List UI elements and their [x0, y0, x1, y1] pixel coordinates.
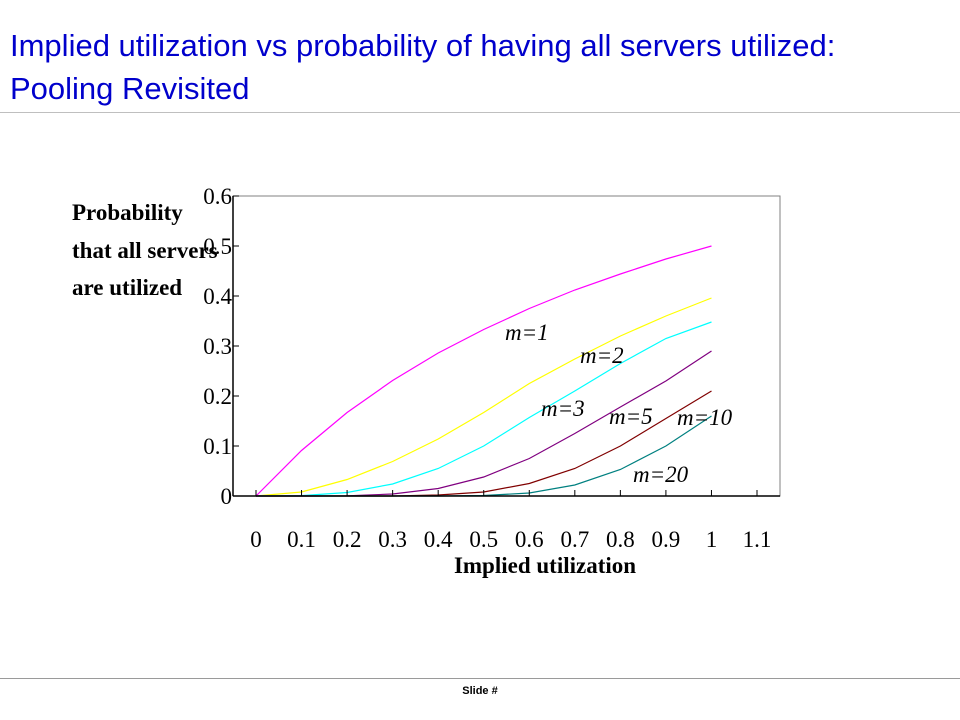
slide-number: Slide #: [462, 685, 498, 697]
x-tick-label: 0.4: [424, 527, 453, 552]
x-tick-label: 0.3: [378, 527, 407, 552]
x-axis-title: Implied utilization: [454, 553, 636, 578]
series-line-m-1: [255, 245, 712, 497]
footer-divider: [0, 678, 960, 679]
x-tick-label: 0: [250, 527, 262, 552]
plot-area: [232, 195, 781, 497]
y-tick-label: 0.5: [203, 234, 232, 259]
x-tick-label: 0.8: [606, 527, 635, 552]
series-label-m-2: m=2: [580, 343, 624, 368]
y-axis-title: Probability that all servers are utilized: [72, 200, 218, 300]
y-tick-label: 0.2: [203, 384, 232, 409]
x-tick-label: 1: [706, 527, 718, 552]
y-tick-label: 0.1: [203, 434, 232, 459]
series-line-m-3: [255, 321, 712, 497]
x-tick-label: 0.7: [560, 527, 589, 552]
x-tick-labels: 0 0.1 0.2 0.3 0.4 0.5 0.6 0.7 0.8 0.9 1 1.1: [250, 527, 771, 552]
x-tick-label: 0.2: [333, 527, 362, 552]
x-tick-label: 0.9: [652, 527, 681, 552]
y-axis-title-line: that all servers: [72, 238, 218, 263]
y-axis-title-line: are utilized: [72, 275, 182, 300]
y-tick-label: 0.4: [203, 284, 232, 309]
series-lines: [255, 245, 712, 497]
y-tick-labels: 0 0.1 0.2 0.3 0.4 0.5 0.6: [203, 184, 232, 509]
x-tick-label: 0.6: [515, 527, 544, 552]
series-label-m-3: m=3: [541, 396, 585, 421]
series-label-m-20: m=20: [633, 462, 689, 487]
series-label-m-10: m=10: [677, 405, 733, 430]
series-line-m-2: [255, 297, 712, 497]
y-tick-label: 0: [221, 484, 233, 509]
title-divider: [0, 112, 960, 113]
x-tick-label: 0.1: [287, 527, 316, 552]
y-tick-label: 0.3: [203, 334, 232, 359]
series-label-m-5: m=5: [609, 404, 653, 429]
y-axis-title-line: Probability: [72, 200, 183, 225]
x-tick-label: 1.1: [743, 527, 772, 552]
y-tick-label: 0.6: [203, 184, 232, 209]
series-label-m-1: m=1: [505, 320, 549, 345]
plot-frame: [232, 195, 781, 497]
series-labels: m=1 m=2 m=3 m=5 m=10 m=20: [505, 320, 733, 487]
x-tick-label: 0.5: [469, 527, 498, 552]
axes: [232, 195, 780, 497]
slide-title: Implied utilization vs probability of ha…: [10, 28, 836, 106]
